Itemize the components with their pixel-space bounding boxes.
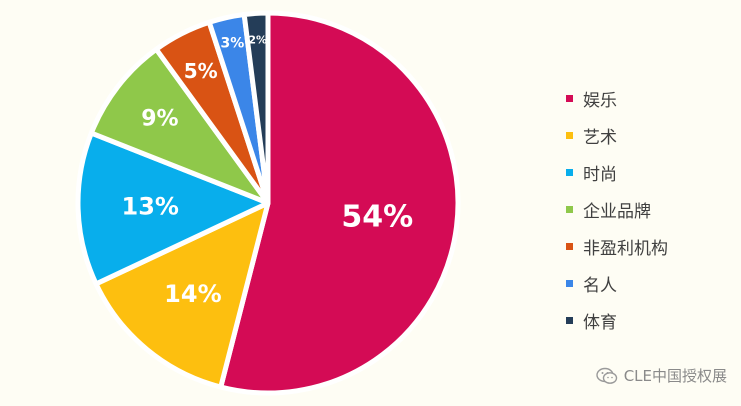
watermark-text: CLE中国授权展 — [623, 367, 727, 385]
legend-label: 艺术 — [583, 128, 617, 148]
legend-swatch — [566, 243, 573, 250]
pie-label-1: 54% — [341, 199, 413, 234]
pie-label-4: 9% — [141, 107, 178, 132]
legend-swatch — [566, 280, 573, 287]
pie-label-5: 5% — [184, 59, 218, 83]
legend-swatch — [566, 95, 573, 102]
pie-slice-4 — [88, 46, 271, 206]
legend-swatch — [566, 132, 573, 139]
legend-item: 时尚 — [566, 154, 736, 191]
watermark: CLE中国授权展 — [595, 365, 727, 386]
pie-label-7: 2% — [248, 33, 267, 46]
pie-slice-2 — [93, 200, 271, 390]
legend-label: 名人 — [583, 276, 617, 296]
wechat-icon — [595, 367, 617, 384]
pie-label-3: 13% — [122, 193, 179, 221]
legend-item: 体育 — [566, 302, 736, 339]
legend-item: 名人 — [566, 265, 736, 302]
legend: 娱乐艺术时尚企业品牌非盈利机构名人体育 — [566, 80, 736, 339]
legend-swatch — [566, 169, 573, 176]
legend-swatch — [566, 206, 573, 213]
pie-label-6: 3% — [220, 36, 244, 52]
legend-item: 艺术 — [566, 117, 736, 154]
legend-label: 企业品牌 — [583, 202, 651, 222]
legend-label: 非盈利机构 — [583, 239, 668, 259]
legend-label: 时尚 — [583, 165, 617, 185]
legend-item: 企业品牌 — [566, 191, 736, 228]
legend-swatch — [566, 317, 573, 324]
pie-label-2: 14% — [164, 280, 221, 308]
pie-slice-1 — [218, 10, 461, 396]
legend-label: 体育 — [583, 313, 617, 333]
legend-item: 娱乐 — [566, 80, 736, 117]
legend-label: 娱乐 — [583, 91, 617, 111]
legend-item: 非盈利机构 — [566, 228, 736, 265]
pie-slice-3 — [75, 130, 271, 287]
pie-slice-7 — [241, 10, 271, 206]
